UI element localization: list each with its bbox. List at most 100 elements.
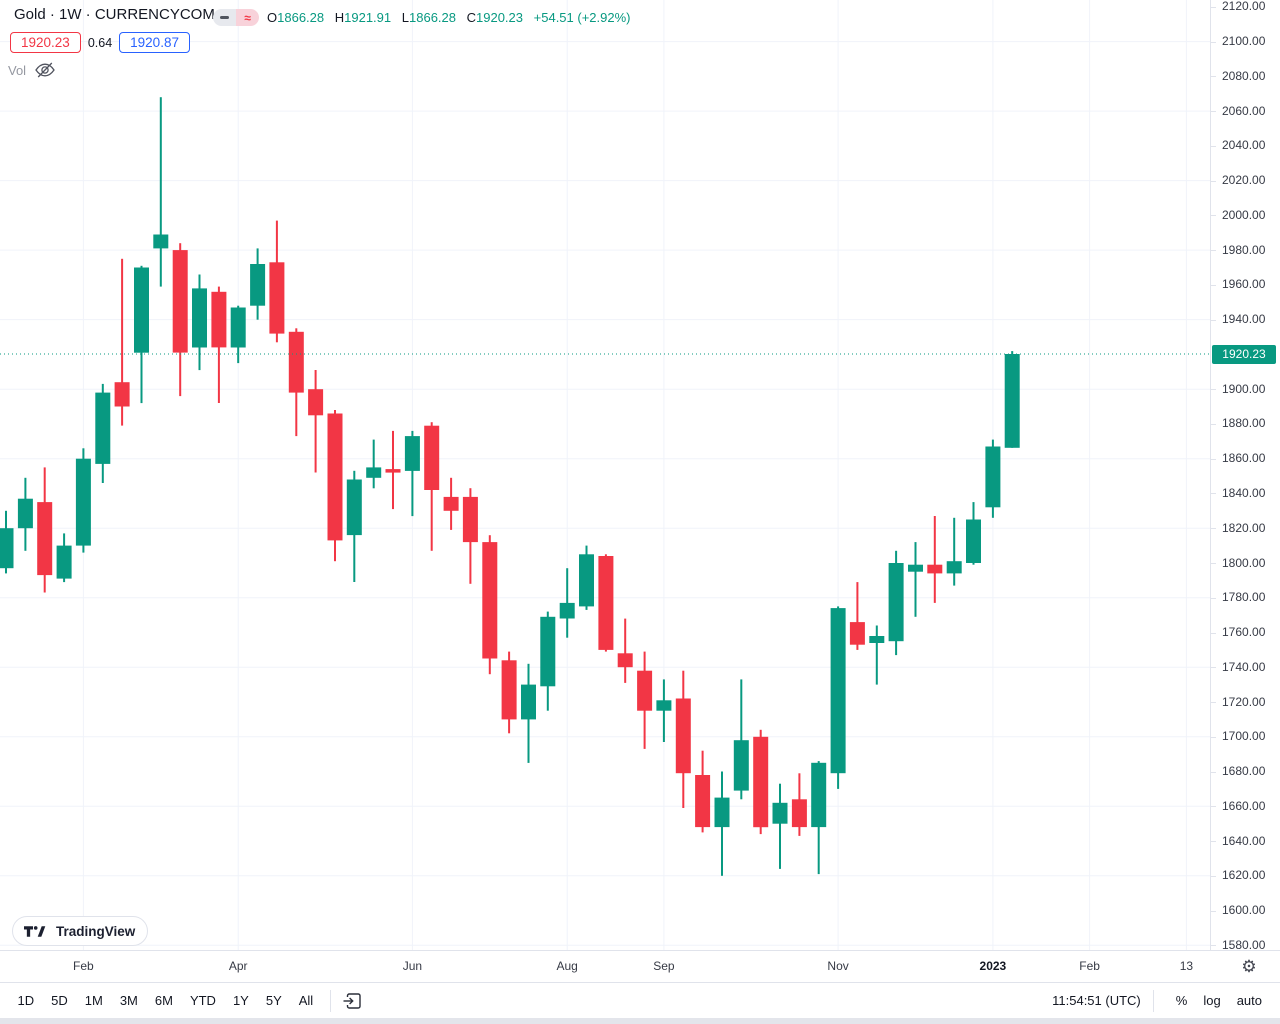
range-button-1d[interactable]: 1D: [17, 993, 35, 1008]
candle-body: [1004, 354, 1020, 448]
candle-wick: [121, 258, 124, 426]
candle-body: [37, 502, 53, 576]
price-tick-mark: [1210, 771, 1216, 773]
candle-body: [888, 563, 904, 642]
candle-body: [192, 288, 207, 348]
price-tick-label: 2100.00: [1222, 34, 1266, 49]
price-tick-label: 2040.00: [1222, 138, 1266, 153]
price-tick-mark: [1210, 319, 1216, 321]
range-button-6m[interactable]: 6M: [154, 993, 173, 1008]
candle-body: [443, 496, 459, 511]
toolbar-divider: [1152, 989, 1154, 1012]
toolbar-divider: [329, 989, 331, 1012]
sell-price-button[interactable]: 1920.23: [10, 32, 81, 53]
range-button-5d[interactable]: 5D: [51, 993, 68, 1008]
change-value: +54.51 (+2.92%): [533, 10, 631, 25]
candle-body: [540, 616, 556, 687]
candle-body: [946, 561, 962, 574]
volume-row: Vol: [8, 61, 56, 79]
open-value: 1866.28: [277, 10, 325, 25]
buy-price-button[interactable]: 1920.87: [119, 32, 190, 53]
candle-wick: [159, 97, 162, 287]
price-axis[interactable]: 1920.23 2120.00 2100.00 2080.00 2060.00 2040…: [1210, 0, 1280, 952]
candle-body: [733, 740, 749, 791]
time-tick-label: Sep: [653, 959, 675, 973]
candle-body: [211, 291, 227, 348]
go-to-date-button[interactable]: [339, 988, 367, 1014]
candle-body: [501, 660, 517, 720]
candle-body: [75, 458, 91, 546]
data-source-button[interactable]: ≈: [236, 9, 259, 26]
tradingview-logo[interactable]: TradingView: [12, 916, 149, 946]
auto-scale-button[interactable]: auto: [1236, 993, 1262, 1008]
candle-body: [17, 498, 33, 529]
candle-body: [927, 564, 943, 574]
price-tick-mark: [1210, 215, 1216, 217]
price-axis-border: [1210, 0, 1211, 982]
eye-hidden-icon[interactable]: [34, 61, 56, 79]
price-tick-label: 1620.00: [1222, 868, 1266, 883]
price-tick-mark: [1210, 736, 1216, 738]
time-tick-label: Feb: [73, 959, 94, 973]
chart-pane[interactable]: [0, 0, 1210, 950]
symbol-title[interactable]: Gold · 1W · CURRENCYCOM: [14, 6, 215, 23]
price-tick-mark: [1210, 284, 1216, 286]
price-tick-label: 1700.00: [1222, 729, 1266, 744]
candle-body: [753, 736, 769, 828]
clock-display[interactable]: 11:54:51 (UTC): [1052, 993, 1141, 1008]
candle-body: [811, 762, 827, 828]
candle-wick: [372, 439, 375, 489]
price-tick-mark: [1210, 493, 1216, 495]
approx-icon: ≈: [244, 10, 251, 25]
percent-scale-button[interactable]: %: [1175, 993, 1188, 1008]
candle-body: [985, 446, 1001, 508]
candle-body: [617, 653, 633, 668]
close-value: 1920.23: [476, 10, 524, 25]
close-label: C: [466, 10, 477, 25]
log-scale-button[interactable]: log: [1203, 993, 1221, 1008]
candle-body: [908, 564, 923, 572]
price-tick-mark: [1210, 632, 1216, 634]
candle-body: [637, 670, 653, 711]
time-tick-label: 13: [1179, 959, 1194, 973]
range-button-1y[interactable]: 1Y: [232, 993, 249, 1008]
candle-body: [308, 389, 324, 416]
price-tick-mark: [1210, 389, 1216, 391]
price-tick-label: 1740.00: [1222, 659, 1266, 674]
time-axis[interactable]: ⚙ Feb Apr Jun Aug Sep Nov 2023 Feb 13: [0, 950, 1280, 982]
price-tick-label: 1940.00: [1222, 312, 1266, 327]
candle-body: [482, 542, 498, 659]
range-button-1m[interactable]: 1M: [84, 993, 103, 1008]
price-tick-mark: [1210, 806, 1216, 808]
bottom-strip: [0, 1018, 1280, 1024]
range-button-ytd[interactable]: YTD: [189, 993, 216, 1008]
price-tick-mark: [1210, 667, 1216, 669]
candle-body: [675, 698, 691, 774]
time-tick-label: Nov: [827, 959, 849, 973]
last-price-badge: 1920.23: [1212, 344, 1276, 364]
candle-body: [269, 262, 285, 334]
price-tick-mark: [1210, 875, 1216, 877]
candle-wick: [856, 582, 859, 650]
price-tick-mark: [1210, 6, 1216, 8]
candle-body: [288, 331, 304, 393]
low-value: 1866.28: [409, 10, 456, 25]
range-button-all[interactable]: All: [298, 993, 314, 1008]
range-button-3m[interactable]: 3M: [119, 993, 138, 1008]
candle-body: [114, 382, 130, 407]
candle-wick: [314, 370, 317, 473]
price-tick-mark: [1210, 458, 1216, 460]
price-tick-label: 1600.00: [1222, 903, 1266, 918]
candle-body: [424, 425, 440, 490]
price-tick-label: 1800.00: [1222, 555, 1266, 570]
tradingview-logo-text: TradingView: [56, 923, 136, 939]
time-tick-label: Feb: [1079, 959, 1100, 973]
price-tick-label: 1720.00: [1222, 694, 1266, 709]
candle-wick: [411, 430, 414, 517]
tradingview-mark-icon: [24, 925, 46, 937]
calendar-box: [346, 992, 361, 1009]
collapse-legend-button[interactable]: [213, 9, 236, 26]
gear-icon[interactable]: ⚙: [1241, 957, 1257, 976]
candle-wick: [953, 517, 956, 586]
range-button-5y[interactable]: 5Y: [265, 993, 282, 1008]
